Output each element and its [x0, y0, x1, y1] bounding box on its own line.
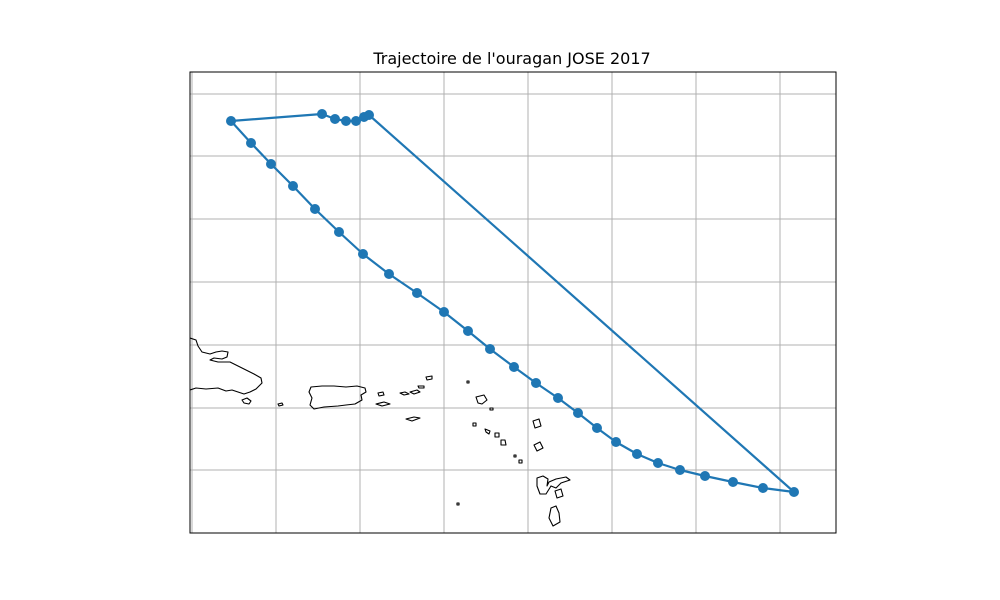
track-point [509, 362, 519, 372]
coastline-virgin-islands [425, 375, 433, 381]
track-point [758, 483, 768, 493]
track-point [412, 288, 422, 298]
track-point [358, 249, 368, 259]
track-point [317, 109, 327, 119]
track-point [611, 437, 621, 447]
track-point [226, 116, 236, 126]
track-point [700, 471, 710, 481]
track-point [632, 449, 642, 459]
track-point [653, 458, 663, 468]
track-point [310, 204, 320, 214]
coastline-hispaniola-tip [241, 397, 252, 405]
track-point [592, 423, 602, 433]
track-point [573, 408, 583, 418]
track-point [531, 378, 541, 388]
track-point [341, 116, 351, 126]
coastline-virgin-islands [409, 389, 421, 395]
track-line [229, 112, 796, 494]
hurricane-track [226, 109, 799, 497]
coastline-montserrat [500, 439, 507, 446]
coastline-dominica [548, 505, 561, 527]
track-point [728, 477, 738, 487]
track-point [439, 307, 449, 317]
coastline-islet [277, 402, 284, 407]
coastline-hispaniola [190, 337, 263, 395]
track-point [485, 344, 495, 354]
track-point [330, 114, 340, 124]
track-point [384, 269, 394, 279]
graticule [190, 72, 836, 533]
coastline-redonda [513, 454, 517, 458]
coastline-culebra [377, 391, 385, 397]
map-axes [190, 72, 836, 533]
track-point [463, 326, 473, 336]
track-point [246, 138, 256, 148]
track-point [789, 487, 799, 497]
track-point [266, 159, 276, 169]
track-point [364, 110, 374, 120]
map-title: Trajectoire de l'ouragan JOSE 2017 [372, 49, 650, 68]
track-point [675, 465, 685, 475]
coastlines [190, 337, 571, 527]
coastline-nevis [494, 432, 500, 438]
coastline-antigua [533, 441, 544, 452]
coastline-barbuda [532, 418, 542, 429]
coastline-st-croix [405, 416, 421, 422]
coastline-virgin-islands [417, 385, 425, 389]
coastline-st-kitts [484, 428, 491, 435]
coastline-puerto-rico [308, 385, 367, 410]
coastline-vieques [375, 401, 391, 407]
coastline-islet [518, 459, 523, 464]
map-frame [189, 71, 837, 534]
coastline-st-eustatius [472, 422, 477, 427]
track-point [351, 116, 361, 126]
coastline-islet [456, 502, 460, 506]
track-point [288, 181, 298, 191]
coastline-guadeloupe [536, 475, 571, 495]
coastline-st-martin [475, 394, 488, 405]
coastline-anguilla [466, 380, 470, 384]
track-point [334, 227, 344, 237]
coastline-saba [489, 407, 494, 411]
track-point [553, 393, 563, 403]
coastline-virgin-islands [399, 391, 410, 396]
coastline-marie-galante [554, 488, 564, 499]
